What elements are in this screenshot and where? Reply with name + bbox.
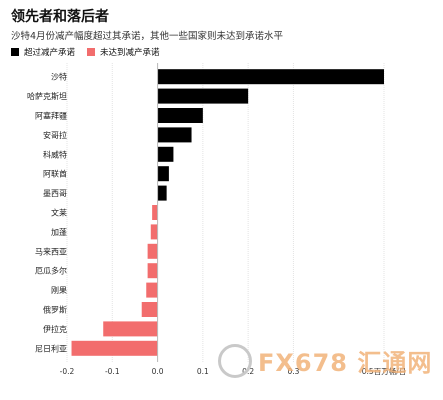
legend-label-over: 超过减产承诺 xyxy=(24,48,76,58)
category-label: 马来西亚 xyxy=(35,247,67,256)
watermark-logo-icon xyxy=(218,343,252,378)
category-label: 俄罗斯 xyxy=(43,305,67,315)
legend-label-under: 未达到减产承诺 xyxy=(100,48,160,58)
chart-subtitle: 沙特4月份减产幅度超过其承诺，其他一些国家则未达到承诺水平 xyxy=(11,31,284,42)
category-label: 刚果 xyxy=(51,286,67,295)
watermark-text: FX678 汇通网 xyxy=(258,349,433,377)
bar xyxy=(157,69,384,85)
x-tick-label: -0.1 xyxy=(105,367,120,376)
legend-swatch-under xyxy=(87,48,96,56)
watermark: FX678 汇通网 xyxy=(218,343,432,378)
bar xyxy=(71,340,158,356)
bar xyxy=(157,88,249,104)
x-tick-label: 0.0 xyxy=(152,367,164,376)
legend-item-over: 超过减产承诺 xyxy=(11,46,75,58)
x-tick-label: 0.3 xyxy=(287,367,299,376)
bar xyxy=(157,185,167,201)
bar xyxy=(157,127,192,143)
category-label: 阿联酋 xyxy=(43,169,67,179)
bar xyxy=(157,166,169,182)
bar xyxy=(157,108,203,123)
category-label: 安哥拉 xyxy=(43,130,67,140)
category-label: 加蓬 xyxy=(51,227,67,237)
bar xyxy=(147,263,158,279)
legend: 超过减产承诺 未达到减产承诺 xyxy=(11,46,172,58)
bar xyxy=(146,282,158,298)
chart-title: 领先者和落后者 xyxy=(11,9,109,25)
category-label: 尼日利亚 xyxy=(35,343,67,353)
category-label: 阿塞拜疆 xyxy=(35,111,67,121)
bar xyxy=(147,243,158,259)
category-label: 科威特 xyxy=(43,149,67,159)
category-label: 文莱 xyxy=(51,208,67,218)
bar xyxy=(150,224,158,240)
category-label: 墨西哥 xyxy=(43,189,67,198)
legend-swatch-over xyxy=(11,48,19,56)
x-tick-label: 0.1 xyxy=(197,367,209,376)
category-label: 伊拉克 xyxy=(43,324,67,334)
x-tick-label: 0.5百万桶/日 xyxy=(362,366,406,376)
x-tick-label: -0.2 xyxy=(60,367,75,376)
legend-item-under: 未达到减产承诺 xyxy=(87,46,160,58)
bar xyxy=(157,146,174,162)
bar xyxy=(103,321,158,337)
bar xyxy=(141,302,158,317)
category-label: 厄瓜多尔 xyxy=(35,266,67,276)
category-label: 沙特 xyxy=(51,72,67,82)
category-label: 哈萨克斯坦 xyxy=(27,91,67,101)
bar xyxy=(152,205,158,220)
